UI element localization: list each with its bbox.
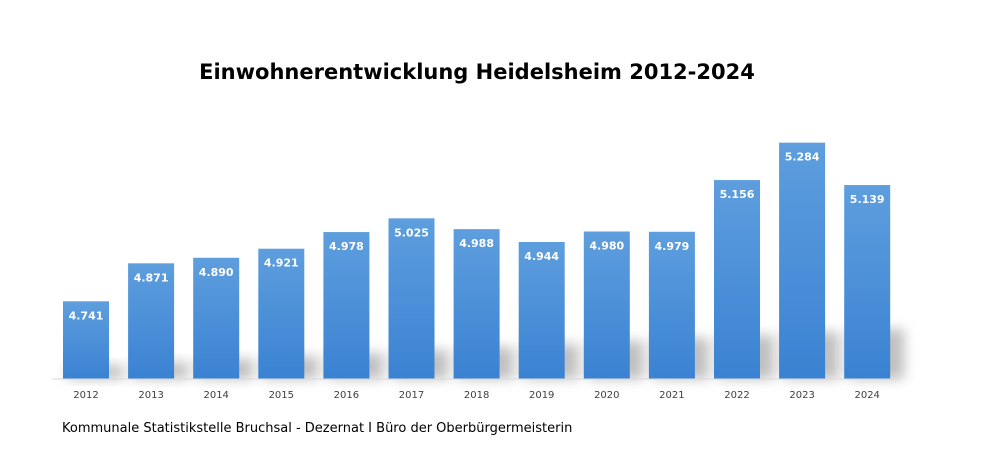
x-tick-labels: 2012 2013 2014 2015 2016 2017 2018 2019 2020 2021… bbox=[73, 390, 880, 401]
bar-2021 bbox=[648, 231, 695, 379]
bar-2013 bbox=[128, 263, 175, 379]
bars: 4.741 4.871 4.890 4.921 4.978 5.025 4.988 4.944… bbox=[63, 142, 891, 379]
source-note: Kommunale Statistikstelle Bruchsal - Dez… bbox=[62, 421, 573, 436]
x-tick-2023: 2023 bbox=[789, 390, 814, 401]
x-tick-2020: 2020 bbox=[594, 390, 619, 401]
bar-2018 bbox=[453, 229, 500, 379]
bar-2024 bbox=[844, 185, 891, 379]
x-tick-2019: 2019 bbox=[529, 390, 554, 401]
x-tick-2017: 2017 bbox=[399, 390, 424, 401]
bar-2022 bbox=[714, 180, 760, 379]
data-label-2013: 4.871 bbox=[134, 271, 169, 284]
data-label-2023: 5.284 bbox=[785, 151, 820, 164]
bar-2020 bbox=[583, 231, 630, 379]
x-tick-2012: 2012 bbox=[73, 390, 98, 401]
bar-2014 bbox=[193, 257, 240, 379]
data-label-2022: 5.156 bbox=[720, 188, 755, 201]
bar-2016 bbox=[323, 232, 370, 379]
data-label-2024: 5.139 bbox=[850, 193, 885, 206]
x-tick-2014: 2014 bbox=[203, 390, 228, 401]
data-label-2014: 4.890 bbox=[199, 266, 234, 279]
x-tick-2015: 2015 bbox=[269, 390, 294, 401]
data-label-2016: 4.978 bbox=[329, 240, 364, 253]
x-tick-2024: 2024 bbox=[854, 390, 879, 401]
data-label-2018: 4.988 bbox=[459, 237, 494, 250]
x-tick-2018: 2018 bbox=[464, 390, 489, 401]
data-label-2012: 4.741 bbox=[69, 309, 104, 322]
x-tick-2021: 2021 bbox=[659, 390, 684, 401]
bar-2017 bbox=[388, 218, 435, 379]
data-label-2017: 5.025 bbox=[394, 226, 429, 239]
bar-2023 bbox=[779, 142, 826, 379]
x-tick-2016: 2016 bbox=[334, 390, 359, 401]
data-label-2015: 4.921 bbox=[264, 257, 299, 270]
data-label-2021: 4.979 bbox=[655, 240, 690, 253]
data-label-2019: 4.944 bbox=[524, 250, 559, 263]
bar-2012 bbox=[63, 301, 109, 379]
bar-2019 bbox=[518, 241, 565, 379]
x-tick-2022: 2022 bbox=[724, 390, 749, 401]
x-tick-2013: 2013 bbox=[138, 390, 163, 401]
data-label-2020: 4.980 bbox=[589, 239, 624, 252]
chart-title: Einwohnerentwicklung Heidelsheim 2012-20… bbox=[199, 60, 755, 84]
bar-2015 bbox=[258, 248, 305, 379]
